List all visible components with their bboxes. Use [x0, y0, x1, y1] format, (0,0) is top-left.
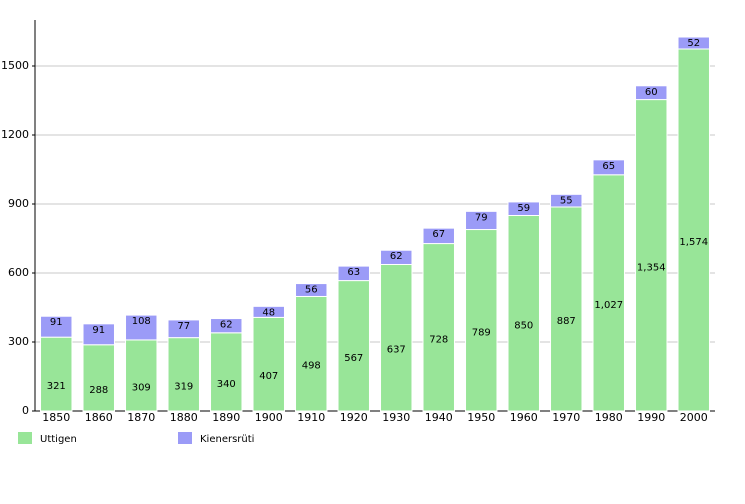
bar-segment	[210, 318, 243, 334]
value-label: 77	[177, 321, 190, 332]
bar-segment	[82, 344, 115, 412]
value-label: 1,354	[637, 262, 666, 273]
bar-segment	[337, 265, 370, 282]
value-label: 52	[687, 38, 700, 49]
bar-segment	[465, 210, 498, 231]
value-label: 340	[217, 379, 236, 390]
bar-segment	[337, 280, 370, 412]
x-tick-label: 1940	[425, 411, 453, 424]
value-label: 887	[557, 316, 576, 327]
value-label: 498	[302, 361, 321, 372]
bar-segment	[40, 315, 73, 338]
value-label: 63	[347, 267, 360, 278]
value-label: 56	[305, 285, 318, 296]
value-label: 108	[132, 316, 151, 327]
x-tick-label: 2000	[680, 411, 708, 424]
bar-segment	[677, 36, 710, 50]
bar-segment	[507, 215, 540, 412]
bar-segment	[507, 201, 540, 216]
bar-segment	[635, 85, 668, 101]
bar-segment	[125, 339, 158, 412]
bar-segment	[40, 336, 73, 412]
bar-segment	[635, 99, 668, 412]
y-tick-label: 900	[8, 197, 29, 210]
bar-segment	[167, 319, 200, 339]
value-label: 321	[47, 381, 66, 392]
value-label: 407	[259, 371, 278, 382]
bar-segment	[210, 332, 243, 412]
x-tick-label: 1880	[170, 411, 198, 424]
x-tick-label: 1850	[42, 411, 70, 424]
bar-segment	[592, 174, 625, 412]
bar-segment	[295, 283, 328, 297]
value-label: 309	[132, 382, 151, 393]
bar-segment	[550, 193, 583, 208]
value-label: 789	[472, 327, 491, 338]
value-label: 55	[560, 195, 573, 206]
x-tick-label: 1980	[595, 411, 623, 424]
bar-segment	[295, 295, 328, 412]
x-tick-label: 1870	[127, 411, 155, 424]
x-tick-label: 1930	[382, 411, 410, 424]
bar-segment	[252, 316, 285, 412]
bar-segment	[380, 249, 413, 265]
x-tick-label: 1990	[637, 411, 665, 424]
y-tick-label: 1500	[1, 59, 29, 72]
value-label: 1,574	[679, 237, 708, 248]
bar-segment	[550, 206, 583, 412]
bar-segment	[465, 229, 498, 412]
legend-label: Kienersrüti	[200, 434, 254, 445]
legend-swatch	[178, 432, 192, 444]
x-tick-label: 1860	[85, 411, 113, 424]
value-label: 79	[475, 212, 488, 223]
y-tick-label: 300	[8, 335, 29, 348]
x-tick-label: 1920	[340, 411, 368, 424]
legend-swatch	[18, 432, 32, 444]
value-label: 850	[514, 320, 533, 331]
value-label: 728	[429, 334, 448, 345]
value-label: 288	[89, 385, 108, 396]
x-tick-label: 1910	[297, 411, 325, 424]
y-tick-label: 1200	[1, 128, 29, 141]
value-label: 60	[645, 87, 658, 98]
value-label: 48	[262, 307, 275, 318]
x-tick-label: 1960	[510, 411, 538, 424]
bar-segment	[422, 227, 455, 245]
x-tick-label: 1890	[212, 411, 240, 424]
bar-segment	[380, 263, 413, 412]
value-label: 62	[220, 320, 233, 331]
bar-segment	[252, 305, 285, 318]
value-label: 91	[92, 325, 105, 336]
value-label: 59	[517, 203, 530, 214]
bar-segment	[677, 48, 710, 412]
x-tick-label: 1950	[467, 411, 495, 424]
bar-segment	[592, 159, 625, 176]
value-label: 319	[174, 381, 193, 392]
value-label: 67	[432, 229, 445, 240]
y-tick-label: 600	[8, 266, 29, 279]
value-label: 567	[344, 353, 363, 364]
bar-segment	[82, 323, 115, 346]
value-label: 1,027	[594, 300, 623, 311]
bar-segment	[422, 243, 455, 412]
legend-label: Uttigen	[40, 434, 77, 445]
x-tick-label: 1970	[552, 411, 580, 424]
value-label: 65	[602, 161, 615, 172]
value-label: 91	[50, 317, 63, 328]
bar-segment	[125, 314, 158, 341]
x-tick-label: 1900	[255, 411, 283, 424]
bar-segment	[167, 337, 200, 412]
value-label: 637	[387, 345, 406, 356]
y-tick-label: 0	[22, 404, 29, 417]
value-label: 62	[390, 251, 403, 262]
